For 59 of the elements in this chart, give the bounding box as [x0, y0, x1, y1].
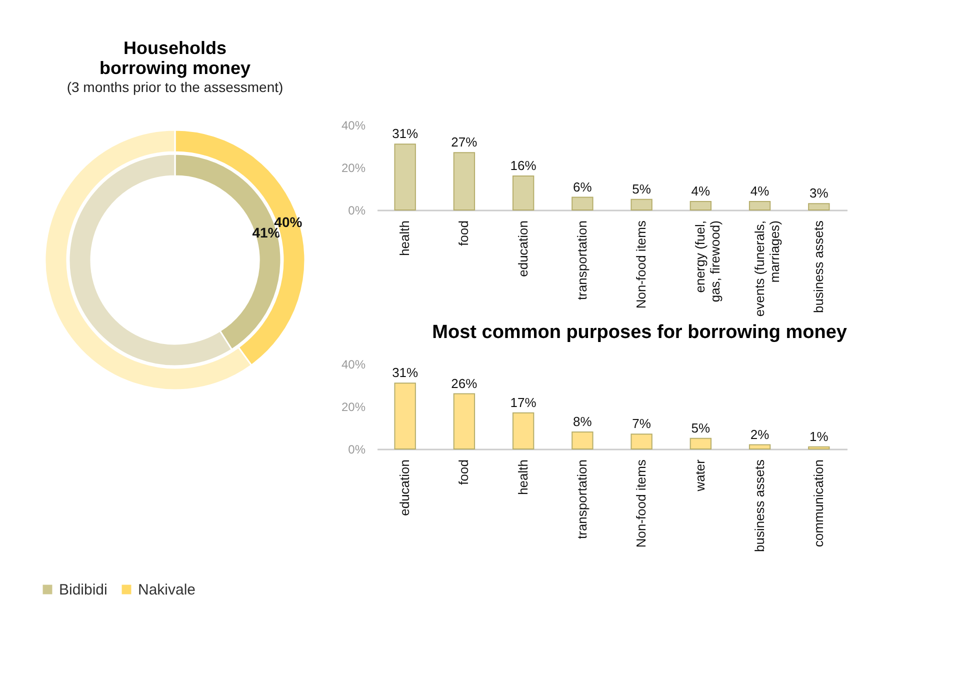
x-tick-label: Non-food items: [634, 220, 649, 309]
x-tick-label: health: [515, 460, 530, 495]
data-label: 2%: [750, 426, 770, 442]
x-tick-label: water: [692, 458, 708, 492]
bar: [453, 393, 476, 450]
data-label: 8%: [573, 414, 592, 429]
y-tick-label: 40%: [341, 358, 366, 372]
data-label: 26%: [451, 376, 478, 391]
data-label: 3%: [810, 186, 829, 201]
bar: [453, 152, 476, 210]
x-tick-label: education: [397, 460, 412, 516]
bar: [394, 144, 416, 210]
bar: [572, 432, 594, 450]
data-label: 16%: [510, 158, 537, 173]
x-tick-label: business assets: [810, 220, 826, 313]
chart-title: Households borrowing money: [99, 38, 251, 78]
x-tick-label: transportation: [574, 220, 590, 300]
x-tick-label: communication: [810, 460, 826, 547]
x-tick-label: health: [397, 220, 412, 256]
chart-subtitle: (3 months prior to the assessment): [66, 79, 284, 95]
x-tick-label: food: [456, 220, 472, 246]
bar: [808, 446, 830, 450]
x-tick-label: energy (fuel, gas, firewood): [692, 220, 723, 302]
bar: [512, 176, 534, 210]
data-label: 5%: [632, 181, 652, 196]
data-label: 4%: [691, 184, 711, 198]
data-label: 27%: [451, 134, 478, 150]
x-tick-label: transportation: [574, 460, 590, 539]
bar: [630, 434, 652, 450]
y-tick-label: 40%: [341, 118, 366, 132]
data-label: 5%: [691, 420, 711, 436]
bar: [394, 382, 416, 450]
data-label: 31%: [392, 126, 419, 142]
y-tick-label: 20%: [341, 161, 366, 175]
x-tick-label: Non-food items: [634, 459, 649, 548]
data-label: 31%: [392, 365, 419, 380]
data-label: 4%: [750, 184, 770, 198]
y-tick-label: 0%: [348, 442, 366, 456]
bar: [808, 203, 830, 210]
x-tick-label: events (funerals, marriages): [752, 220, 782, 317]
data-label: 1%: [810, 428, 829, 444]
y-tick-label: 0%: [348, 204, 366, 218]
y-tick-label: 20%: [341, 400, 366, 414]
legend-label: Nakivale: [138, 582, 196, 599]
bar: [690, 438, 712, 450]
bar: [512, 412, 534, 450]
x-tick-label: education: [515, 220, 530, 277]
data-label: 7%: [632, 416, 652, 432]
bar: [748, 201, 771, 210]
data-label: 17%: [510, 394, 537, 410]
bar: [630, 198, 652, 210]
x-tick-label: business assets: [752, 459, 767, 552]
x-tick-label: food: [456, 460, 472, 485]
bar: [690, 201, 712, 210]
bar: [748, 444, 771, 450]
legend-label: Bidibidi: [59, 582, 108, 599]
chart-title: Most common purposes for borrowing money: [432, 322, 848, 343]
data-label: 6%: [573, 179, 592, 194]
bar: [572, 196, 594, 210]
